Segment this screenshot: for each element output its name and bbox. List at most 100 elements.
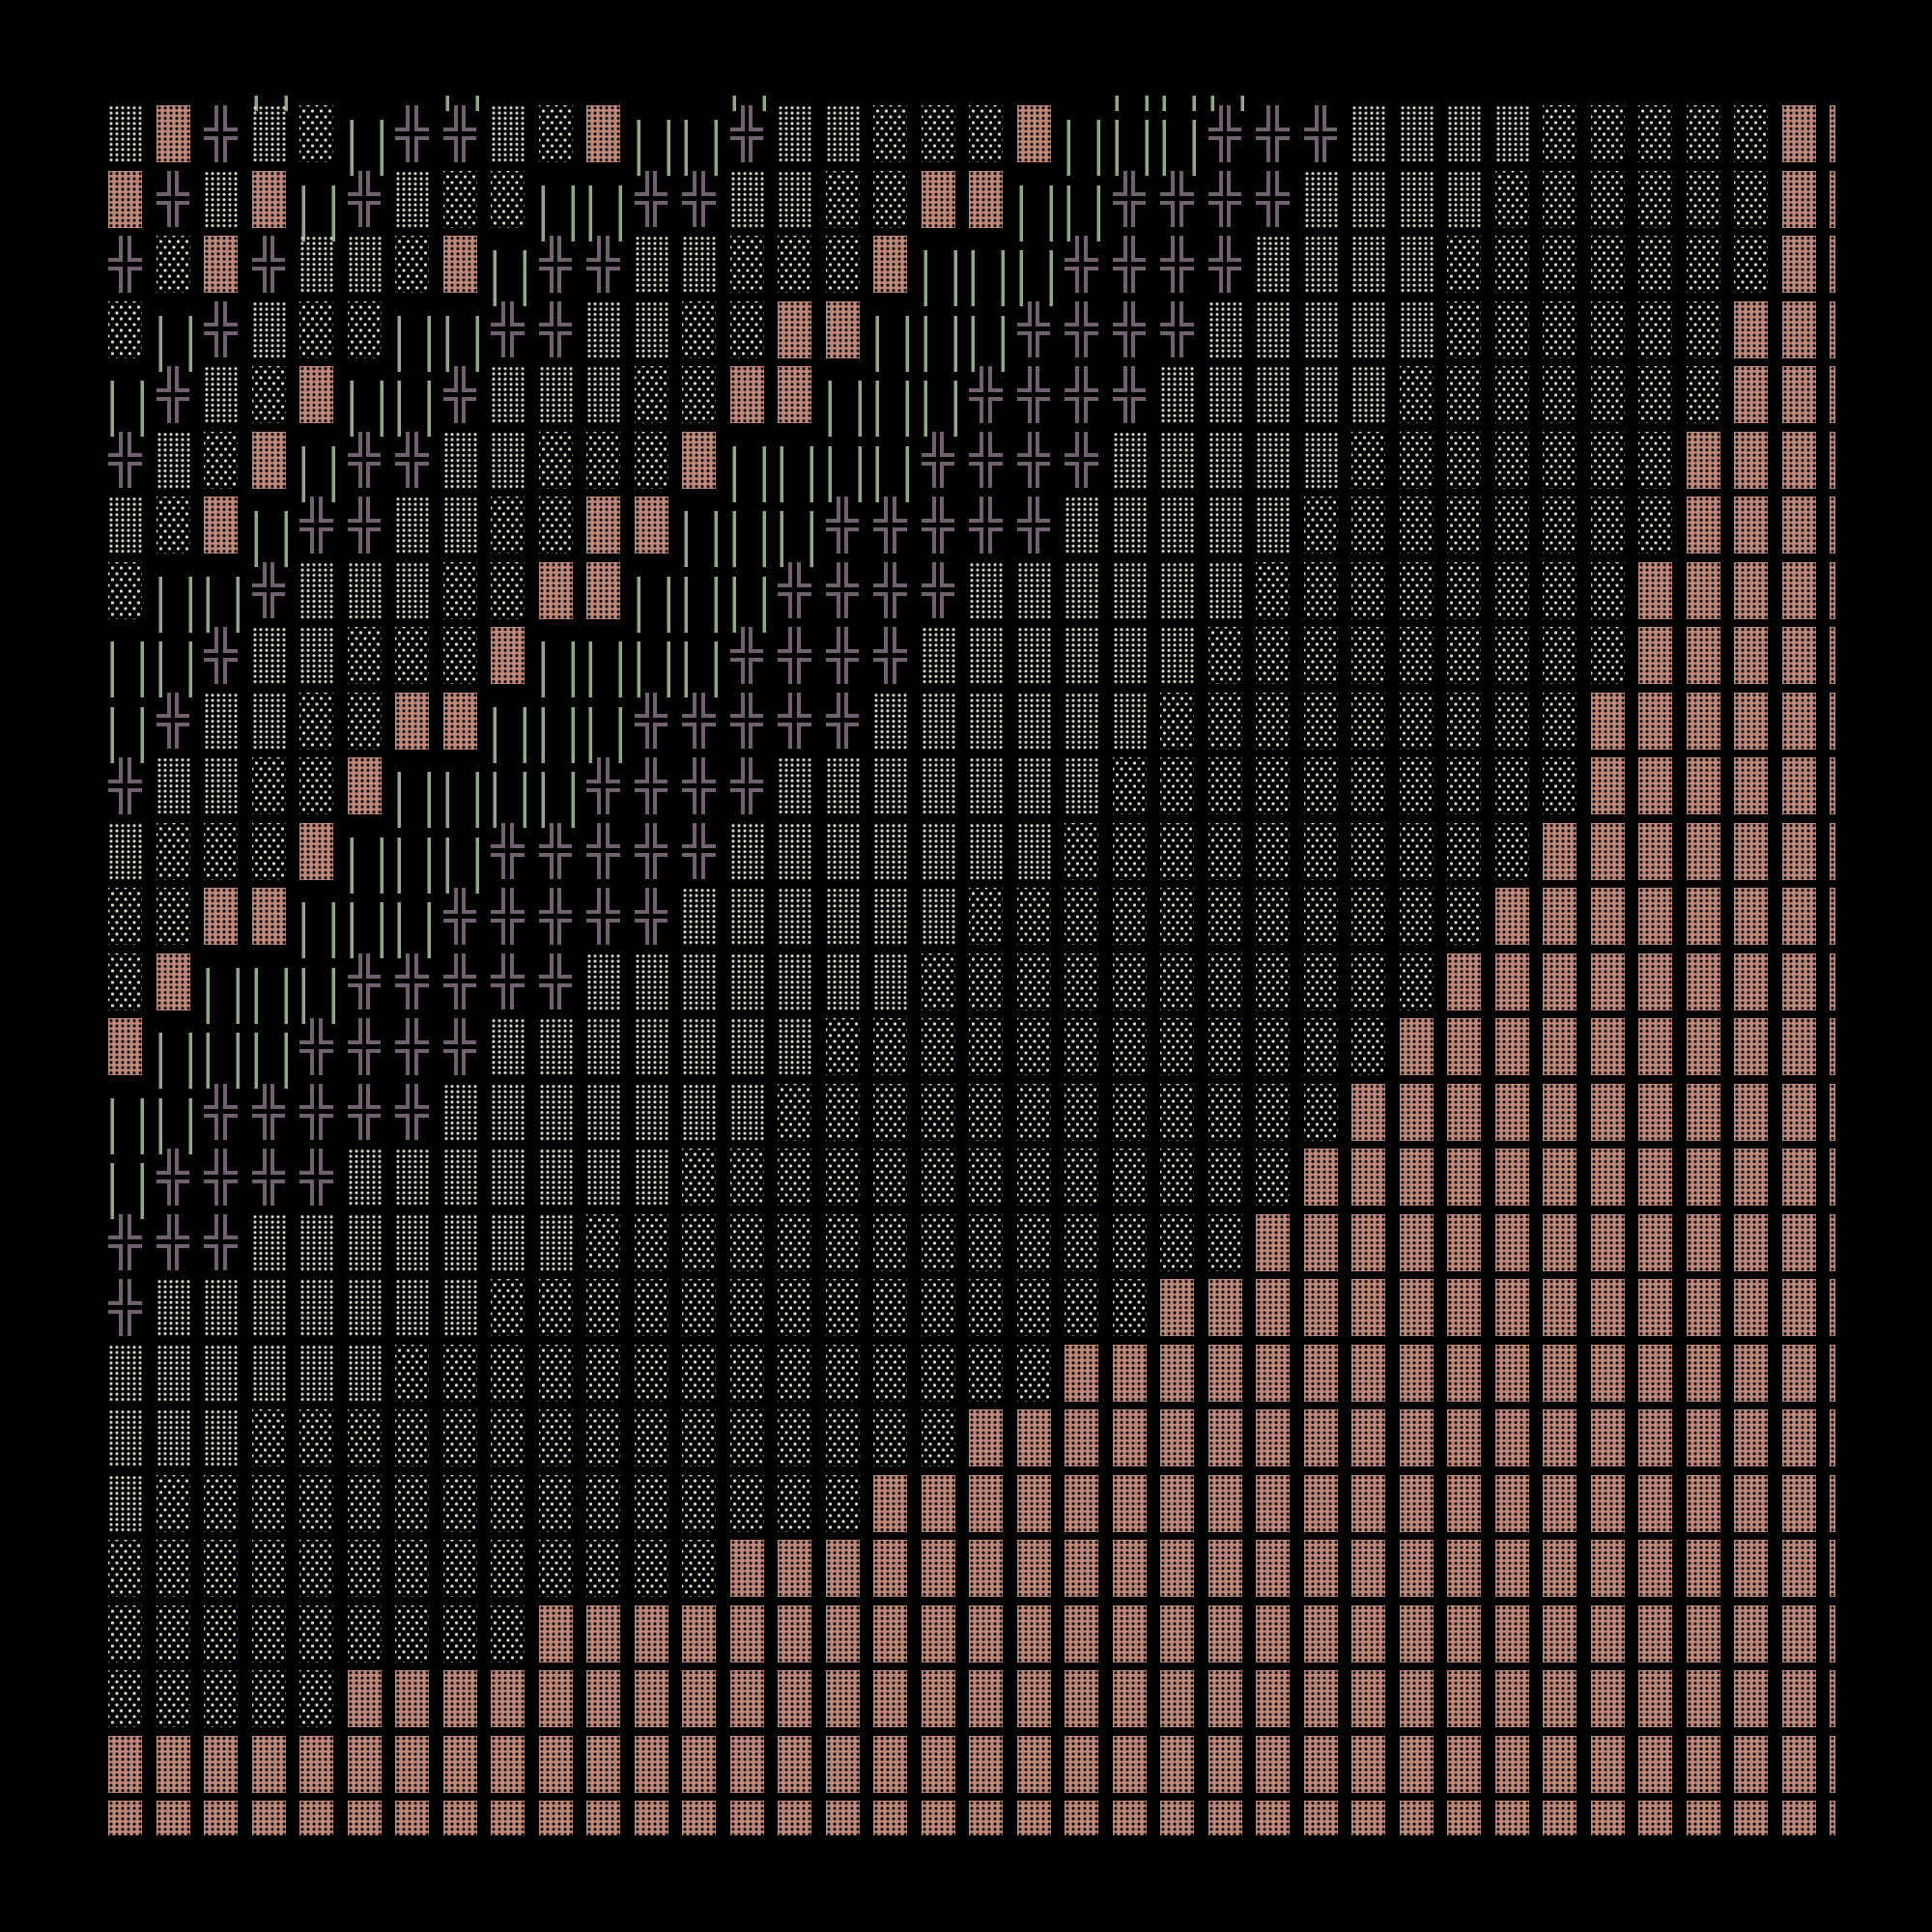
light-shade-glyph xyxy=(1351,497,1385,554)
medium-shade-glyph xyxy=(1256,236,1290,293)
medium-shade-glyph xyxy=(1112,692,1147,750)
dark-shade-glyph xyxy=(1830,952,1835,1010)
double-cross-glyph xyxy=(204,1149,238,1206)
cross-stroke xyxy=(1227,201,1242,228)
dark-shade-glyph xyxy=(634,1735,668,1793)
cross-stroke xyxy=(873,592,889,619)
dark-shade-glyph xyxy=(873,1474,907,1532)
cross-stroke xyxy=(509,822,525,849)
cross-stroke xyxy=(634,757,649,783)
cross-stroke xyxy=(1274,170,1290,197)
cross-stroke xyxy=(653,757,668,783)
double-vertical-glyph xyxy=(108,706,145,763)
double-vertical-glyph xyxy=(873,381,910,437)
light-shade-glyph xyxy=(729,1409,764,1466)
cross-stroke xyxy=(538,236,554,262)
cross-stroke xyxy=(491,983,506,1010)
medium-shade-glyph xyxy=(108,497,142,554)
double-vertical-glyph xyxy=(1112,120,1150,176)
dark-shade-glyph xyxy=(682,431,716,489)
light-shade-glyph xyxy=(873,1018,907,1075)
light-shade-glyph xyxy=(442,1605,477,1662)
cross-stroke xyxy=(156,1244,171,1271)
medium-shade-glyph xyxy=(634,1018,668,1075)
cross-stroke xyxy=(204,105,219,131)
dark-shade-glyph xyxy=(1686,497,1720,554)
double-vertical-glyph xyxy=(442,837,480,894)
dark-shade-glyph xyxy=(778,366,811,423)
cross-stroke xyxy=(1160,170,1176,197)
light-shade-glyph xyxy=(778,1213,811,1271)
medium-shade-glyph xyxy=(1399,300,1434,358)
cross-stroke xyxy=(204,1149,219,1175)
dark-shade-glyph xyxy=(1399,1474,1434,1532)
double-vertical-glyph xyxy=(873,315,910,372)
light-shade-glyph xyxy=(1686,105,1720,162)
medium-shade-glyph xyxy=(729,1018,764,1075)
medium-shade-glyph xyxy=(1447,105,1481,162)
dark-shade-glyph xyxy=(1638,1149,1672,1206)
dark-shade-glyph xyxy=(1781,1279,1816,1336)
dark-shade-glyph xyxy=(1830,1213,1835,1271)
light-shade-glyph xyxy=(873,1279,907,1336)
cross-stroke xyxy=(1256,170,1271,197)
cross-stroke xyxy=(318,1083,333,1110)
medium-shade-glyph xyxy=(347,1279,382,1336)
medium-shade-glyph xyxy=(778,757,811,814)
cross-stroke xyxy=(1227,135,1242,162)
dark-shade-glyph xyxy=(1638,1083,1672,1141)
cross-stroke xyxy=(366,952,382,980)
cross-stroke xyxy=(222,1149,238,1175)
cross-stroke xyxy=(462,366,477,392)
cross-stroke xyxy=(1208,201,1223,228)
cross-stroke xyxy=(700,853,716,880)
dark-shade-glyph xyxy=(1543,1409,1577,1466)
light-shade-glyph xyxy=(347,300,382,358)
double-cross-glyph xyxy=(969,431,1003,489)
cross-stroke xyxy=(509,952,525,980)
light-shade-glyph xyxy=(682,1344,716,1402)
double-vertical-glyph xyxy=(729,96,767,111)
dark-shade-glyph xyxy=(1065,1409,1098,1466)
dark-shade-glyph xyxy=(1590,1279,1625,1336)
medium-shade-glyph xyxy=(1351,366,1385,423)
cross-stroke xyxy=(1065,366,1080,392)
double-cross-glyph xyxy=(1065,431,1098,489)
double-cross-glyph xyxy=(538,300,573,358)
double-vertical-glyph xyxy=(1016,250,1054,306)
light-shade-glyph xyxy=(729,1149,764,1206)
cross-stroke xyxy=(347,201,362,228)
double-cross-glyph xyxy=(586,888,620,945)
dark-shade-glyph xyxy=(1734,366,1768,423)
double-vertical-glyph xyxy=(251,1033,289,1089)
double-vertical-glyph xyxy=(108,1163,145,1219)
cross-stroke xyxy=(318,1179,333,1206)
dark-shade-glyph xyxy=(1830,1801,1835,1835)
light-shade-glyph xyxy=(825,1213,860,1271)
dark-shade-glyph xyxy=(108,1801,142,1835)
medium-shade-glyph xyxy=(921,888,955,945)
cross-stroke xyxy=(1016,526,1032,554)
cross-stroke xyxy=(749,627,764,653)
dark-shade-glyph xyxy=(1303,1213,1338,1271)
cross-stroke xyxy=(413,1083,429,1110)
double-vertical-glyph xyxy=(347,120,384,176)
dark-shade-glyph xyxy=(1686,1735,1720,1793)
light-shade-glyph xyxy=(825,1344,860,1402)
dark-shade-glyph xyxy=(1830,822,1835,880)
cross-stroke xyxy=(1131,331,1147,358)
dark-shade-glyph xyxy=(204,497,238,554)
cross-stroke xyxy=(729,692,745,719)
dark-shade-glyph xyxy=(1447,952,1481,1010)
cross-stroke xyxy=(1131,396,1147,423)
double-vertical-glyph xyxy=(491,706,527,763)
dark-shade-glyph xyxy=(1399,1540,1434,1597)
medium-shade-glyph xyxy=(204,170,238,228)
dark-shade-glyph xyxy=(1830,497,1835,554)
cross-stroke xyxy=(491,888,506,914)
dark-shade-glyph xyxy=(1590,1149,1625,1206)
cross-stroke xyxy=(108,1213,124,1240)
double-vertical-glyph xyxy=(299,185,336,242)
light-shade-glyph xyxy=(1447,692,1481,750)
cross-stroke xyxy=(605,787,620,814)
